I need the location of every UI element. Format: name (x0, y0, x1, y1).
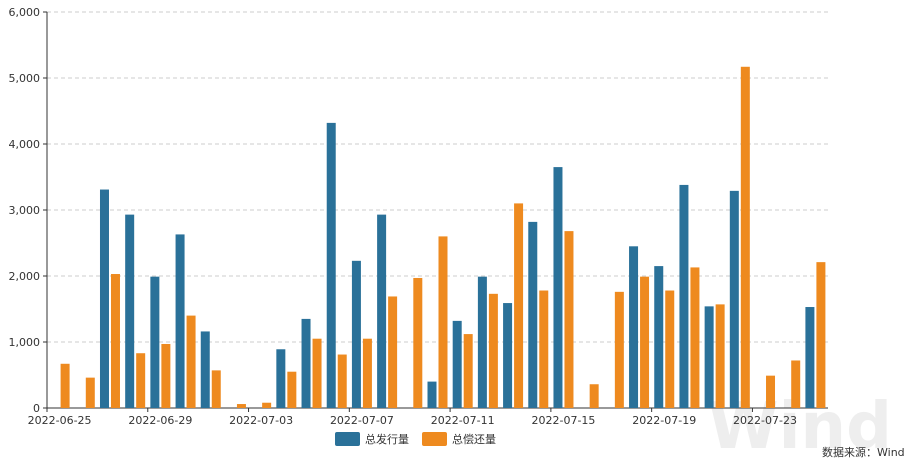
x-tick-label: 2022-07-03 (229, 414, 293, 427)
y-tick-label: 2,000 (9, 270, 41, 283)
bar-repayment (262, 402, 272, 408)
bar-repayment (564, 231, 574, 408)
bar-repayment (690, 267, 700, 408)
bar-repayment (665, 290, 675, 408)
bar-issuance (477, 276, 487, 408)
bar-issuance (99, 189, 109, 408)
x-tick-label: 2022-07-11 (431, 414, 495, 427)
bar-issuance (150, 276, 160, 408)
bar-issuance (654, 266, 664, 408)
bar-repayment (791, 360, 801, 408)
bar-repayment (816, 262, 826, 408)
bar-repayment (766, 375, 776, 408)
y-tick-label: 6,000 (9, 6, 41, 19)
bar-issuance (553, 167, 563, 408)
bar-issuance (276, 349, 286, 408)
legend-label: 总发行量 (365, 432, 409, 446)
bar-repayment (362, 338, 372, 408)
bar-issuance (326, 122, 336, 408)
bar-repayment (589, 384, 599, 408)
legend-label: 总偿还量 (452, 432, 496, 446)
bar-repayment (514, 203, 524, 408)
x-tick-label: 2022-07-07 (330, 414, 394, 427)
bar-repayment (161, 343, 171, 408)
bar-repayment (715, 304, 725, 408)
y-tick-label: 0 (33, 402, 40, 415)
legend-swatch (335, 432, 360, 446)
y-tick-label: 5,000 (9, 72, 41, 85)
x-tick-label: 2022-06-29 (128, 414, 192, 427)
x-tick-label: 2022-07-15 (531, 414, 595, 427)
bar-repayment (186, 315, 196, 408)
bar-issuance (125, 214, 135, 408)
legend: 总发行量 总偿还量 (335, 432, 496, 446)
bar-issuance (729, 190, 739, 408)
bar-issuance (377, 214, 387, 408)
y-tick-label: 3,000 (9, 204, 41, 217)
bar-issuance (629, 246, 639, 408)
bar-repayment (488, 293, 498, 408)
bar-issuance (351, 260, 361, 408)
bar-issuance (452, 320, 462, 408)
bar-issuance (427, 381, 437, 408)
bar-repayment (337, 354, 347, 408)
bar-issuance (528, 221, 538, 408)
bar-repayment (136, 353, 146, 408)
bar-repayment (413, 277, 423, 408)
x-tick-label: 2022-06-25 (28, 414, 92, 427)
y-tick-label: 1,000 (9, 336, 41, 349)
bar-repayment (539, 290, 549, 408)
bar-repayment (740, 66, 750, 408)
bars (60, 66, 826, 408)
bar-issuance (200, 331, 210, 408)
bar-issuance (704, 306, 714, 408)
legend-swatch (422, 432, 447, 446)
bar-repayment (463, 334, 473, 408)
y-axis: 0 1,000 2,000 3,000 4,000 5,000 6,000 (9, 6, 48, 415)
y-tick-label: 4,000 (9, 138, 41, 151)
bar-repayment (85, 377, 95, 408)
source-note: 数据来源：Wind (822, 445, 905, 459)
bar-repayment (236, 404, 246, 408)
bar-repayment (438, 236, 448, 408)
x-axis: 2022-06-25 2022-06-29 2022-07-03 2022-07-07… (28, 407, 828, 427)
bar-issuance (175, 234, 185, 408)
bar-issuance (805, 307, 815, 408)
bar-repayment (110, 274, 120, 408)
bar-repayment (640, 276, 650, 408)
bar-issuance (679, 184, 689, 408)
gridlines (47, 11, 828, 343)
bar-repayment (388, 296, 398, 408)
bar-repayment (287, 371, 297, 408)
bar-repayment (614, 291, 624, 408)
bar-repayment (312, 338, 322, 408)
bar-repayment (211, 370, 221, 408)
bar-issuance (503, 303, 513, 408)
x-tick-label: 2022-07-19 (632, 414, 696, 427)
x-tick-label: 2022-07-23 (733, 414, 797, 427)
bar-repayment (60, 363, 70, 408)
bar-issuance (301, 318, 311, 408)
